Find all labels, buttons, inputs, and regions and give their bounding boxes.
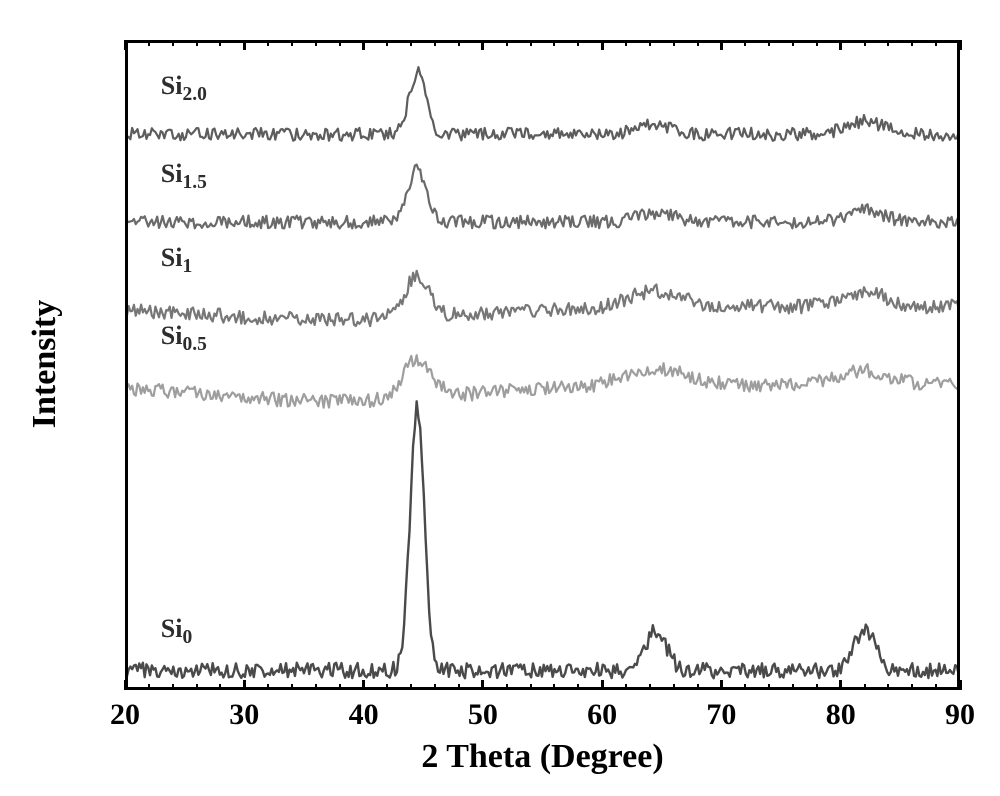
series-label: Si2.0 bbox=[161, 71, 207, 106]
series-label: Si0 bbox=[161, 614, 192, 649]
x-tick-label: 50 bbox=[468, 698, 498, 732]
series-Si1.5 bbox=[125, 165, 959, 229]
plot-area bbox=[125, 40, 960, 690]
series-Si0.5 bbox=[125, 355, 959, 408]
xrd-chart: 20 30 40 50 60 70 80 90 Si2.0 Si1.5 Si1 Si0.5 Si0 2… bbox=[0, 0, 1000, 796]
series-Si1 bbox=[125, 271, 959, 326]
x-tick-label: 70 bbox=[706, 698, 736, 732]
x-tick-label: 30 bbox=[229, 698, 259, 732]
series-label: Si1.5 bbox=[161, 159, 207, 194]
series-Si0 bbox=[125, 401, 959, 678]
x-tick-label: 20 bbox=[110, 698, 140, 732]
x-tick-label: 80 bbox=[826, 698, 856, 732]
series-Si2.0 bbox=[125, 67, 959, 141]
series-label: Si1 bbox=[161, 243, 192, 278]
y-axis-label: Intensity bbox=[26, 294, 64, 434]
x-tick-label: 40 bbox=[349, 698, 379, 732]
x-tick-label: 90 bbox=[945, 698, 975, 732]
x-axis-label: 2 Theta (Degree) bbox=[125, 738, 960, 776]
series-label: Si0.5 bbox=[161, 321, 207, 356]
x-tick-label: 60 bbox=[587, 698, 617, 732]
plot-svg bbox=[125, 40, 960, 690]
